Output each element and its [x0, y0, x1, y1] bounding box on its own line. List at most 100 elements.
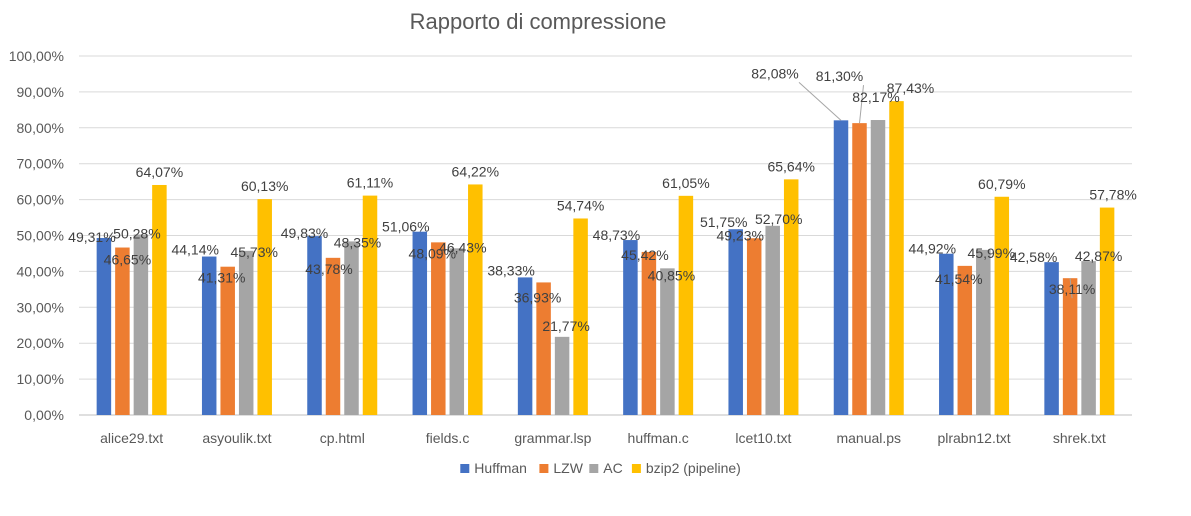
bar	[449, 248, 465, 415]
bar	[573, 218, 588, 415]
data-label: 49,23%	[716, 227, 763, 243]
bar	[678, 195, 694, 415]
gridlines	[79, 55, 1132, 416]
bar	[96, 237, 112, 415]
data-label: 44,92%	[909, 241, 956, 257]
bar	[833, 120, 849, 416]
legend-swatch	[589, 464, 599, 473]
bar	[1099, 207, 1115, 415]
data-label: 49,83%	[281, 225, 328, 241]
data-label: 40,85%	[648, 267, 695, 283]
bar	[976, 249, 991, 415]
legend-item: AC	[589, 460, 623, 476]
x-tick-label: plrabn12.txt	[937, 430, 1010, 446]
data-label: 54,74%	[557, 197, 604, 213]
leader-line	[859, 85, 864, 124]
legend-label: Huffman	[474, 460, 527, 476]
bar	[554, 336, 570, 415]
bar	[201, 256, 217, 415]
x-tick-label: alice29.txt	[100, 430, 163, 446]
bar	[468, 184, 483, 415]
leader-line	[1069, 278, 1073, 299]
legend: Huffman LZW AC bzip2 (pipeline)	[460, 460, 741, 476]
data-label: 49,31%	[68, 229, 115, 245]
legend-label: LZW	[553, 460, 583, 476]
bar	[994, 196, 1010, 415]
bar	[325, 257, 341, 415]
x-tick-label: cp.html	[320, 430, 365, 446]
bar	[641, 251, 657, 415]
x-tick-label: asyoulik.txt	[202, 430, 271, 446]
data-label: 48,73%	[593, 227, 640, 243]
y-tick-label: 40,00%	[17, 263, 64, 279]
chart-title: Rapporto di compressione	[410, 9, 667, 34]
x-tick-label: huffman.c	[628, 430, 689, 446]
bar	[152, 184, 167, 415]
data-label: 61,11%	[347, 175, 393, 191]
bar	[536, 282, 551, 415]
data-label: 51,06%	[382, 219, 429, 235]
bar	[623, 240, 638, 415]
y-tick-label: 0,00%	[24, 407, 64, 423]
data-label: 45,99%	[968, 245, 1015, 261]
data-label: 51,75%	[700, 214, 747, 230]
data-label: 46,43%	[439, 239, 486, 255]
legend-swatch	[460, 464, 470, 473]
leader-line	[798, 81, 842, 121]
data-label: 64,07%	[136, 164, 183, 180]
y-tick-label: 80,00%	[17, 120, 64, 136]
data-label: 44,14%	[171, 242, 218, 258]
legend-item: bzip2 (pipeline)	[631, 460, 741, 476]
legend-item: LZW	[539, 460, 584, 476]
bar	[660, 268, 675, 415]
data-label: 45,73%	[230, 244, 277, 260]
bar	[238, 250, 254, 415]
data-label: 82,08%	[751, 65, 798, 81]
data-label: 57,78%	[1089, 187, 1136, 203]
data-label: 60,79%	[978, 176, 1025, 192]
x-tick-label: fields.c	[426, 430, 470, 446]
x-tick-label: manual.ps	[836, 430, 901, 446]
bar	[852, 123, 867, 416]
bar	[1044, 262, 1059, 415]
bar	[412, 231, 428, 415]
bar	[889, 101, 904, 416]
data-label: 36,93%	[514, 289, 561, 305]
bar	[939, 253, 954, 415]
data-label: 45,42%	[621, 247, 668, 263]
y-tick-label: 10,00%	[17, 371, 64, 387]
data-label: 21,77%	[542, 318, 589, 334]
data-label: 46,65%	[104, 252, 151, 268]
data-label-leader-lines	[798, 81, 1073, 299]
bar	[1062, 278, 1078, 415]
data-label: 38,33%	[487, 262, 534, 278]
data-label: 50,28%	[113, 225, 160, 241]
data-label: 38,11%	[1049, 281, 1095, 297]
y-tick-label: 100,00%	[9, 48, 64, 64]
data-label: 61,05%	[662, 175, 709, 191]
x-tick-label: shrek.txt	[1053, 430, 1106, 446]
legend-swatch	[631, 464, 641, 473]
data-labels: 49,31% 46,65% 50,28% 64,07% 44,14% 41,31% 45,7…	[68, 65, 1137, 334]
bar	[115, 247, 130, 415]
legend-item: Huffman	[460, 460, 527, 476]
data-label: 41,31%	[198, 270, 245, 286]
data-label: 60,13%	[241, 178, 288, 194]
bar	[344, 241, 359, 415]
legend-label: AC	[603, 460, 622, 476]
bar	[1081, 261, 1096, 415]
bar	[728, 229, 743, 415]
y-tick-label: 60,00%	[17, 192, 64, 208]
data-label: 64,22%	[452, 163, 499, 179]
data-label: 41,54%	[935, 271, 982, 287]
x-tick-label: lcet10.txt	[735, 430, 791, 446]
data-label: 48,09%	[409, 245, 456, 261]
data-label: 65,64%	[767, 158, 814, 174]
bar	[765, 225, 780, 415]
bar	[220, 266, 235, 415]
x-axis-tick-labels: alice29.txt asyoulik.txt cp.html fields.c gr…	[100, 430, 1106, 446]
legend-label: bzip2 (pipeline)	[646, 460, 741, 476]
y-tick-label: 70,00%	[17, 156, 64, 172]
data-label: 42,87%	[1075, 248, 1122, 264]
